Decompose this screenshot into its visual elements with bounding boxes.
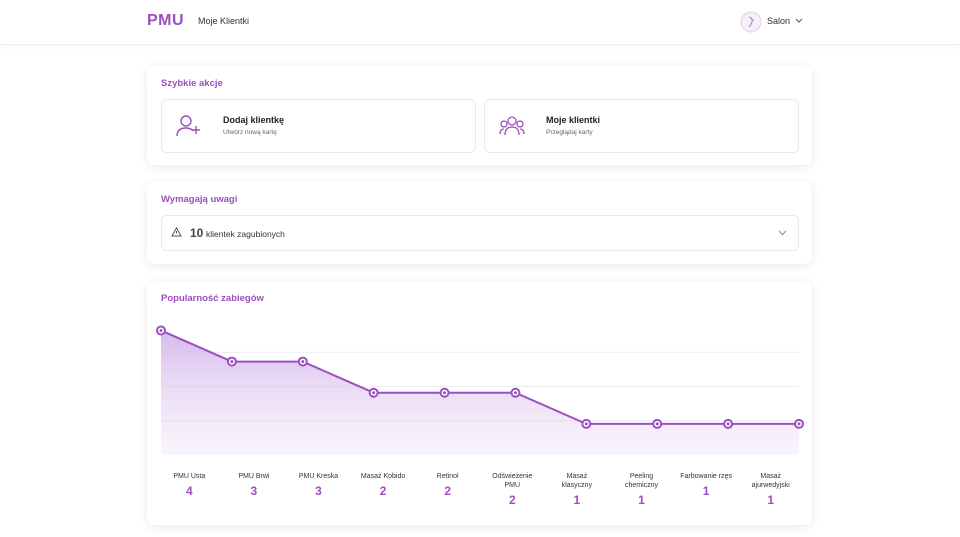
category-column: Farbowanie rzęs 1 [674, 472, 739, 507]
value-label: 1 [767, 493, 775, 507]
point-dot [443, 391, 447, 395]
action-tile[interactable]: Moje klientki Przeglądaj karty [484, 99, 799, 153]
icon [499, 116, 525, 136]
nav-link[interactable]: Moje Klientki [198, 16, 250, 26]
header: PMU Moje Klientki Salon [0, 0, 960, 45]
attention-card: Wymagają uwagi 10 klientek zagubionych [147, 182, 812, 264]
value-label: 1 [702, 484, 710, 498]
avatar[interactable] [740, 11, 762, 33]
logo[interactable]: PMU [147, 12, 185, 29]
category-column: Peeling chemiczny 1 [609, 472, 674, 507]
category-label: Masaż klasyczny [561, 473, 593, 489]
warning-icon [171, 227, 182, 237]
point-dot [726, 422, 730, 426]
action-title: Dodaj klientkę [223, 115, 285, 125]
point-dot [513, 391, 517, 395]
point-dot [655, 422, 659, 426]
category-column: PMU Kreska 3 [286, 472, 351, 507]
action-subtitle: Przeglądaj karty [546, 129, 593, 136]
category-column: Masaż Kobido 2 [351, 472, 416, 507]
attention-row[interactable]: 10 klientek zagubionych [161, 215, 799, 251]
category-label: Odświeżenie PMU [492, 473, 533, 489]
point-dot [372, 391, 376, 395]
category-column: Odświeżenie PMU 2 [480, 472, 545, 507]
point-dot [301, 360, 305, 364]
category-column: Masaż klasyczny 1 [545, 472, 610, 507]
card-title: Szybkie akcje [161, 78, 223, 89]
category-labels: PMU Usta 4 PMU Brwi 3 PMU Kreska 3 Masaż Kobid… [157, 472, 803, 507]
category-column: PMU Brwi 3 [222, 472, 287, 507]
value-label: 2 [444, 484, 452, 498]
action-tile[interactable]: Dodaj klientkę Utwórz nową kartę [161, 99, 476, 153]
value-label: 2 [508, 493, 516, 507]
category-column: PMU Usta 4 [157, 472, 222, 507]
chevron [795, 18, 803, 23]
category-label: Peeling chemiczny [624, 473, 659, 489]
category-label: Farbowanie rzęs [680, 473, 732, 480]
value-label: 1 [638, 493, 645, 507]
quick-actions-card: Szybkie akcje Dodaj klientkę Utwórz nową… [147, 66, 812, 165]
category-label: Masaż ajurwedyjski [751, 473, 790, 489]
point-dot [230, 360, 234, 364]
chart-title: Popularność zabiegów [161, 293, 264, 304]
category-label: PMU Usta [173, 473, 206, 480]
action-title: Moje klientki [546, 115, 601, 125]
point-dot [797, 422, 801, 426]
value-label: 1 [573, 493, 581, 507]
category-label: Retinol [436, 473, 459, 480]
attention-label: klientek zagubionych [206, 229, 285, 239]
user-menu[interactable]: Salon [767, 16, 791, 26]
card-title: Wymagają uwagi [161, 194, 238, 205]
chart [156, 325, 804, 455]
value-label: 3 [315, 484, 322, 498]
category-column: Retinol 2 [415, 472, 480, 507]
value-label: 3 [250, 484, 258, 498]
category-label: PMU Brwi [238, 473, 270, 480]
category-label: PMU Kreska [298, 473, 339, 480]
icon [176, 115, 200, 137]
category-label: Masaż Kobido [360, 473, 406, 480]
value-label: 2 [379, 484, 387, 498]
value-label: 4 [185, 484, 193, 498]
point-dot [159, 328, 163, 332]
line [160, 329, 799, 425]
category-column: Masaż ajurwedyjski 1 [738, 472, 803, 507]
chevron [778, 230, 787, 236]
action-subtitle: Utwórz nową kartę [223, 129, 277, 136]
point-dot [584, 422, 588, 426]
attention-count: 10 [190, 226, 204, 240]
